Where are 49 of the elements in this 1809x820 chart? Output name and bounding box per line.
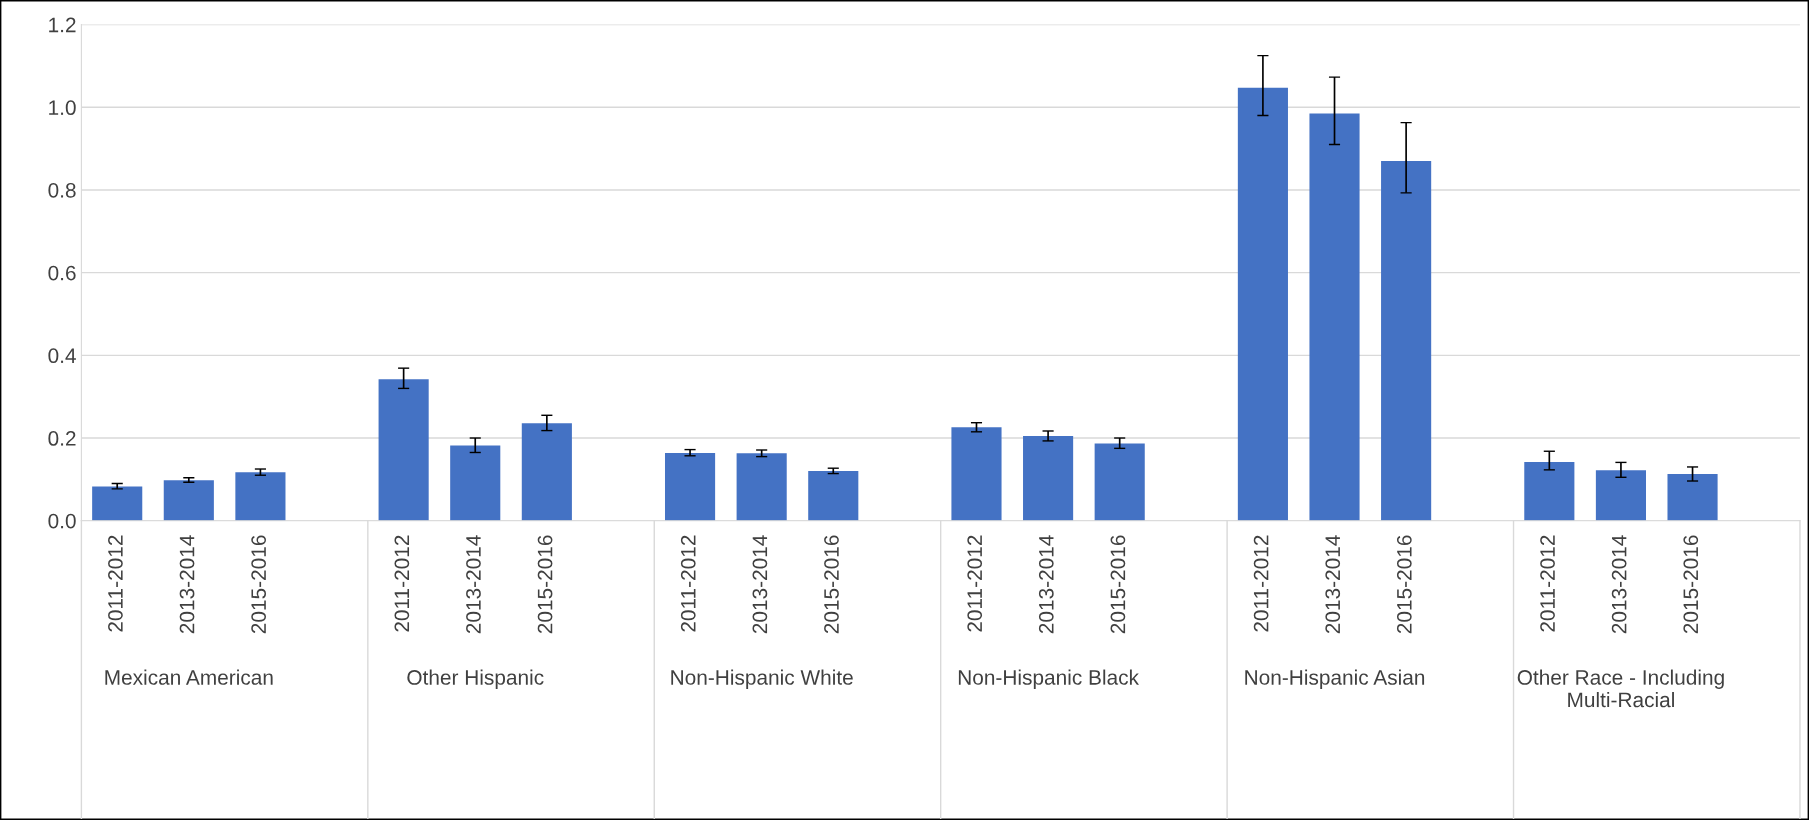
x-tick-label: 2011-2012 (394, 535, 410, 632)
y-tick-label: 1.2 (49, 17, 76, 33)
x-tick-label: 2015-2016 (251, 535, 267, 634)
x-tick-label: 2015-2016 (1396, 535, 1412, 634)
x-tick-label: 2015-2016 (1683, 535, 1699, 634)
y-tick-label: 0.0 (48, 513, 76, 529)
text: Non-Hispanic White (671, 669, 853, 689)
bar (808, 471, 859, 521)
bar (1595, 470, 1646, 521)
x-tick-label: 2013-2014 (1038, 535, 1054, 634)
x-tick-label: 2011-2012 (680, 535, 696, 632)
x-tick-label: 2015-2016 (1110, 535, 1126, 634)
text: Non-Hispanic Asian (1245, 669, 1425, 689)
bar (1667, 473, 1718, 521)
x-tick-label: 2011-2012 (1253, 535, 1269, 632)
bar (1524, 461, 1575, 521)
bar (378, 379, 429, 521)
x-tick-label: 2011-2012 (1540, 535, 1555, 632)
y-tick-label: 1.0 (49, 100, 76, 116)
x-tick-label: 2015-2016 (824, 535, 839, 634)
x-tick-label: 2013-2014 (466, 535, 481, 634)
bar (1023, 435, 1074, 521)
bar (1381, 161, 1432, 521)
x-tick-label: 2011-2012 (967, 535, 983, 632)
bar (1309, 113, 1360, 521)
bar (521, 423, 572, 521)
x-tick-label: 2013-2014 (1611, 535, 1627, 634)
text: Other Hispanic (407, 669, 544, 689)
bar (163, 480, 214, 521)
y-tick-label: 0.8 (48, 182, 76, 198)
text: Other Race - Including Multi-Racial (1517, 669, 1724, 708)
x-tick-label: 2013-2014 (1325, 535, 1341, 634)
bar (450, 445, 501, 521)
bar (736, 453, 787, 521)
x-tick-label: 2011-2012 (108, 535, 123, 632)
text: Mexican American (105, 669, 273, 685)
bar (665, 452, 716, 521)
y-tick-label: 0.4 (48, 348, 76, 364)
text: Non-Hispanic Black (958, 669, 1140, 689)
bar (1094, 443, 1145, 521)
y-tick-label: 0.6 (48, 265, 76, 281)
x-tick-label: 2013-2014 (179, 535, 195, 634)
bar (235, 472, 286, 521)
y-tick-label: 0.2 (48, 431, 76, 446)
x-tick-label: 2013-2014 (752, 535, 768, 634)
bar (92, 486, 143, 521)
bar (1237, 87, 1288, 521)
x-tick-label: 2015-2016 (537, 535, 553, 634)
bar (951, 427, 1002, 521)
